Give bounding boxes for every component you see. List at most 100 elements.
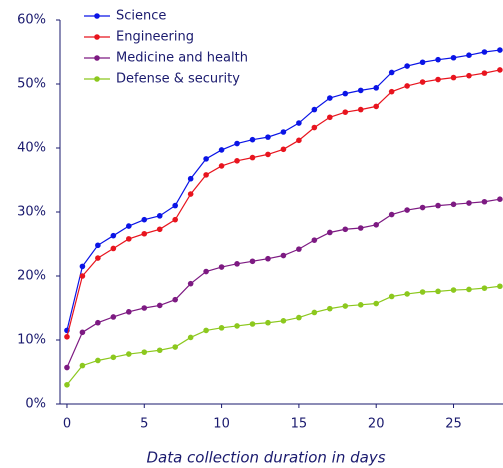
data-point [450, 54, 457, 61]
data-point [419, 59, 426, 66]
data-point [249, 154, 256, 161]
data-point [218, 147, 225, 153]
data-point [435, 202, 441, 209]
x-tick-label: 5 [140, 417, 148, 432]
data-point [95, 357, 101, 364]
data-point [110, 354, 117, 361]
data-point [450, 287, 457, 293]
data-point [280, 252, 287, 259]
data-point [404, 83, 410, 89]
data-point [466, 286, 472, 293]
data-point [156, 226, 163, 233]
y-tick-label: 20% [17, 269, 46, 284]
data-point [79, 273, 86, 279]
data-point [126, 351, 132, 357]
data-point [64, 364, 70, 371]
data-point [342, 226, 349, 233]
data-point [79, 329, 86, 336]
data-point [156, 302, 163, 309]
data-point [327, 95, 333, 101]
data-point [311, 237, 318, 243]
data-point [404, 291, 410, 297]
data-point [497, 283, 503, 290]
y-tick-label: 40% [17, 141, 46, 156]
data-point [435, 56, 441, 63]
data-point [234, 158, 240, 164]
data-point [141, 305, 148, 311]
data-point [404, 207, 410, 213]
series-line [66, 49, 500, 331]
data-point [249, 136, 256, 143]
data-point [156, 213, 163, 219]
data-point [481, 70, 488, 76]
data-point [481, 49, 488, 55]
data-point [79, 263, 86, 270]
data-point [357, 302, 364, 308]
data-point [342, 303, 349, 309]
data-point [141, 230, 148, 237]
data-point [327, 305, 333, 312]
data-point [296, 314, 302, 321]
data-point [218, 325, 225, 331]
data-point [110, 232, 117, 239]
data-point [435, 288, 441, 295]
data-point [296, 137, 302, 144]
data-point [450, 74, 457, 81]
data-point [64, 334, 70, 340]
data-point [172, 296, 178, 303]
x-tick-label: 15 [291, 417, 308, 432]
data-point [419, 204, 426, 211]
data-point [265, 134, 271, 140]
data-point [126, 236, 132, 242]
data-point [95, 255, 101, 261]
data-point [280, 146, 287, 153]
legend-marker [94, 34, 100, 40]
legend-marker [94, 13, 100, 19]
data-point [187, 334, 194, 341]
data-point [234, 261, 240, 267]
data-point [249, 258, 256, 265]
data-point [327, 229, 333, 236]
data-point [373, 300, 380, 307]
data-point [203, 268, 209, 275]
legend-marker [94, 55, 100, 61]
data-point [203, 172, 209, 178]
data-point [357, 106, 364, 113]
data-point [357, 225, 364, 231]
data-point [419, 289, 426, 295]
data-point [110, 245, 117, 252]
legend-label: Science [116, 9, 166, 24]
data-point [481, 198, 488, 205]
legend-marker [94, 76, 100, 82]
y-tick-label: 10% [17, 333, 46, 348]
data-point [404, 63, 410, 69]
data-point [497, 67, 503, 73]
data-point [187, 175, 194, 182]
data-point [265, 255, 271, 262]
data-point [203, 327, 209, 334]
series-line [66, 285, 500, 386]
data-point [126, 309, 132, 315]
y-tick-label: 30% [17, 205, 46, 220]
y-tick-label: 50% [17, 77, 46, 92]
data-point [218, 163, 225, 169]
data-point [466, 52, 472, 58]
data-point [265, 151, 271, 158]
data-point [141, 216, 148, 223]
data-point [481, 285, 488, 291]
x-tick-label: 25 [445, 417, 462, 432]
data-point [466, 72, 472, 79]
data-point [218, 264, 225, 270]
data-point [497, 47, 503, 53]
data-point [373, 103, 380, 110]
data-point [280, 318, 287, 324]
data-point [342, 90, 349, 97]
data-point [172, 202, 178, 209]
data-point [249, 321, 256, 327]
data-point [435, 76, 441, 83]
data-point [497, 196, 503, 202]
data-point [280, 129, 287, 135]
data-point [234, 140, 240, 147]
data-point [357, 87, 364, 94]
data-point [172, 216, 178, 223]
